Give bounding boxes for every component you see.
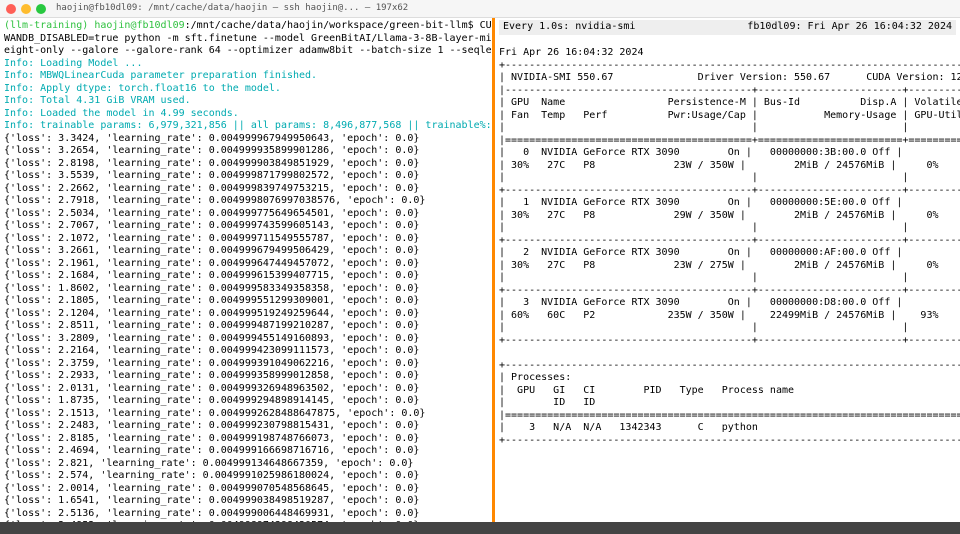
training-log-line: {'loss': 2.2662, 'learning_rate': 0.0049… [4, 183, 419, 194]
training-log-line: {'loss': 2.1684, 'learning_rate': 0.0049… [4, 270, 419, 281]
window-title: haojin@fb10dl09: /mnt/cache/data/haojin … [56, 3, 408, 14]
info-line: Info: trainable params: 6,979,321,856 ||… [4, 120, 495, 131]
gpu-row: | 0 NVIDIA GeForce RTX 3090 On | 0000000… [499, 147, 960, 183]
training-log-line: {'loss': 3.5539, 'learning_rate': 0.0049… [4, 170, 419, 181]
info-line: Info: Loaded the model in 4.99 seconds. [4, 108, 239, 119]
training-log-line: {'loss': 3.2809, 'learning_rate': 0.0049… [4, 333, 419, 344]
smi-header: |=======================================… [499, 135, 960, 146]
training-log-line: {'loss': 1.8735, 'learning_rate': 0.0049… [4, 395, 419, 406]
training-log-line: {'loss': 1.8602, 'learning_rate': 0.0049… [4, 283, 419, 294]
training-log-line: {'loss': 2.821, 'learning_rate': 0.00499… [4, 458, 413, 469]
training-log-line: {'loss': 2.8185, 'learning_rate': 0.0049… [4, 433, 419, 444]
tmux-statusbar [0, 522, 960, 534]
proc-header: | Processes: | [499, 372, 960, 383]
info-line: Info: Loading Model ... [4, 58, 142, 69]
smi-mid: +---------------------------------------… [499, 185, 960, 196]
info-line: Info: MBWQLinearCuda parameter preparati… [4, 70, 317, 81]
conda-env: (llm-training) [4, 20, 88, 31]
training-log-line: {'loss': 2.2483, 'learning_rate': 0.0049… [4, 420, 419, 431]
smi-version-line: | NVIDIA-SMI 550.67 Driver Version: 550.… [499, 72, 960, 83]
prompt-user: haojin@fb10dl09 [94, 20, 184, 31]
prompt-path: :/mnt/cache/data/haojin/workspace/green-… [185, 20, 474, 31]
gpu-row: | 1 NVIDIA GeForce RTX 3090 On | 0000000… [499, 197, 960, 233]
training-log-line: {'loss': 2.2933, 'learning_rate': 0.0049… [4, 370, 419, 381]
training-log-line: {'loss': 3.3424, 'learning_rate': 0.0049… [4, 133, 419, 144]
smi-mid: +---------------------------------------… [499, 235, 960, 246]
close-icon[interactable] [6, 4, 16, 14]
training-log-line: {'loss': 2.1204, 'learning_rate': 0.0049… [4, 308, 419, 319]
zoom-icon[interactable] [36, 4, 46, 14]
training-log-line: {'loss': 2.0014, 'learning_rate': 0.0049… [4, 483, 419, 494]
command-text: CUDA_VISIBLE_DEVICES=3 [474, 20, 495, 31]
training-log-line: {'loss': 2.7067, 'learning_rate': 0.0049… [4, 220, 419, 231]
proc-header: | GPU GI CI PID Type Process name GPU Me… [499, 385, 960, 396]
proc-header: | ID ID Usage | [499, 397, 960, 408]
training-log-line: {'loss': 2.2164, 'learning_rate': 0.0049… [4, 345, 419, 356]
proc-hline: +---------------------------------------… [499, 360, 960, 371]
training-log-line: {'loss': 2.5136, 'learning_rate': 0.0049… [4, 508, 419, 519]
training-log-line: {'loss': 2.8198, 'learning_rate': 0.0049… [4, 158, 419, 169]
info-line: Info: Apply dtype: torch.float16 to the … [4, 83, 281, 94]
training-log-line: {'loss': 2.5034, 'learning_rate': 0.0049… [4, 208, 419, 219]
proc-row: | 3 N/A N/A 1342343 C python 22492MiB | [499, 422, 960, 433]
smi-hline: +---------------------------------------… [499, 60, 960, 71]
smi-sep: |---------------------------------------… [499, 85, 960, 96]
training-log-line: {'loss': 2.0131, 'learning_rate': 0.0049… [4, 383, 419, 394]
training-log-line: {'loss': 2.3759, 'learning_rate': 0.0049… [4, 358, 419, 369]
command-line: eight-only --galore --galore-rank 64 --o… [4, 45, 495, 56]
traffic-lights [6, 4, 46, 14]
smi-mid: +---------------------------------------… [499, 335, 960, 346]
training-log-line: {'loss': 2.8511, 'learning_rate': 0.0049… [4, 320, 419, 331]
minimize-icon[interactable] [21, 4, 31, 14]
window-titlebar: haojin@fb10dl09: /mnt/cache/data/haojin … [0, 0, 960, 18]
info-line: Info: Total 4.31 GiB VRAM used. [4, 95, 191, 106]
proc-header: |=======================================… [499, 410, 960, 421]
gpu-row: | 3 NVIDIA GeForce RTX 3090 On | 0000000… [499, 297, 960, 333]
training-log-line: {'loss': 3.2654, 'learning_rate': 0.0049… [4, 145, 419, 156]
watch-header: Every 1.0s: nvidia-smifb10dl09: Fri Apr … [499, 20, 956, 35]
training-log-line: {'loss': 2.574, 'learning_rate': 0.00499… [4, 470, 419, 481]
right-terminal-pane[interactable]: Every 1.0s: nvidia-smifb10dl09: Fri Apr … [495, 18, 960, 534]
training-log-line: {'loss': 2.1805, 'learning_rate': 0.0049… [4, 295, 419, 306]
training-log-line: {'loss': 2.1961, 'learning_rate': 0.0049… [4, 258, 419, 269]
smi-mid: +---------------------------------------… [499, 285, 960, 296]
smi-header: | | | MIG M. | [499, 122, 960, 133]
training-log-line: {'loss': 3.2661, 'learning_rate': 0.0049… [4, 245, 419, 256]
smi-header: | Fan Temp Perf Pwr:Usage/Cap | Memory-U… [499, 110, 960, 121]
training-log-line: {'loss': 2.4694, 'learning_rate': 0.0049… [4, 445, 419, 456]
training-log-line: {'loss': 2.1072, 'learning_rate': 0.0049… [4, 233, 419, 244]
left-terminal-pane[interactable]: (llm-training) haojin@fb10dl09:/mnt/cach… [0, 18, 495, 534]
training-log-line: {'loss': 1.6541, 'learning_rate': 0.0049… [4, 495, 419, 506]
command-line: WANDB_DISABLED=true python -m sft.finetu… [4, 33, 495, 44]
training-log-line: {'loss': 2.1513, 'learning_rate': 0.0049… [4, 408, 425, 419]
smi-header: | GPU Name Persistence-M | Bus-Id Disp.A… [499, 97, 960, 108]
smi-date: Fri Apr 26 16:04:32 2024 [499, 47, 644, 58]
training-log-line: {'loss': 2.7918, 'learning_rate': 0.0049… [4, 195, 425, 206]
gpu-row: | 2 NVIDIA GeForce RTX 3090 On | 0000000… [499, 247, 960, 283]
proc-hline: +---------------------------------------… [499, 435, 960, 446]
